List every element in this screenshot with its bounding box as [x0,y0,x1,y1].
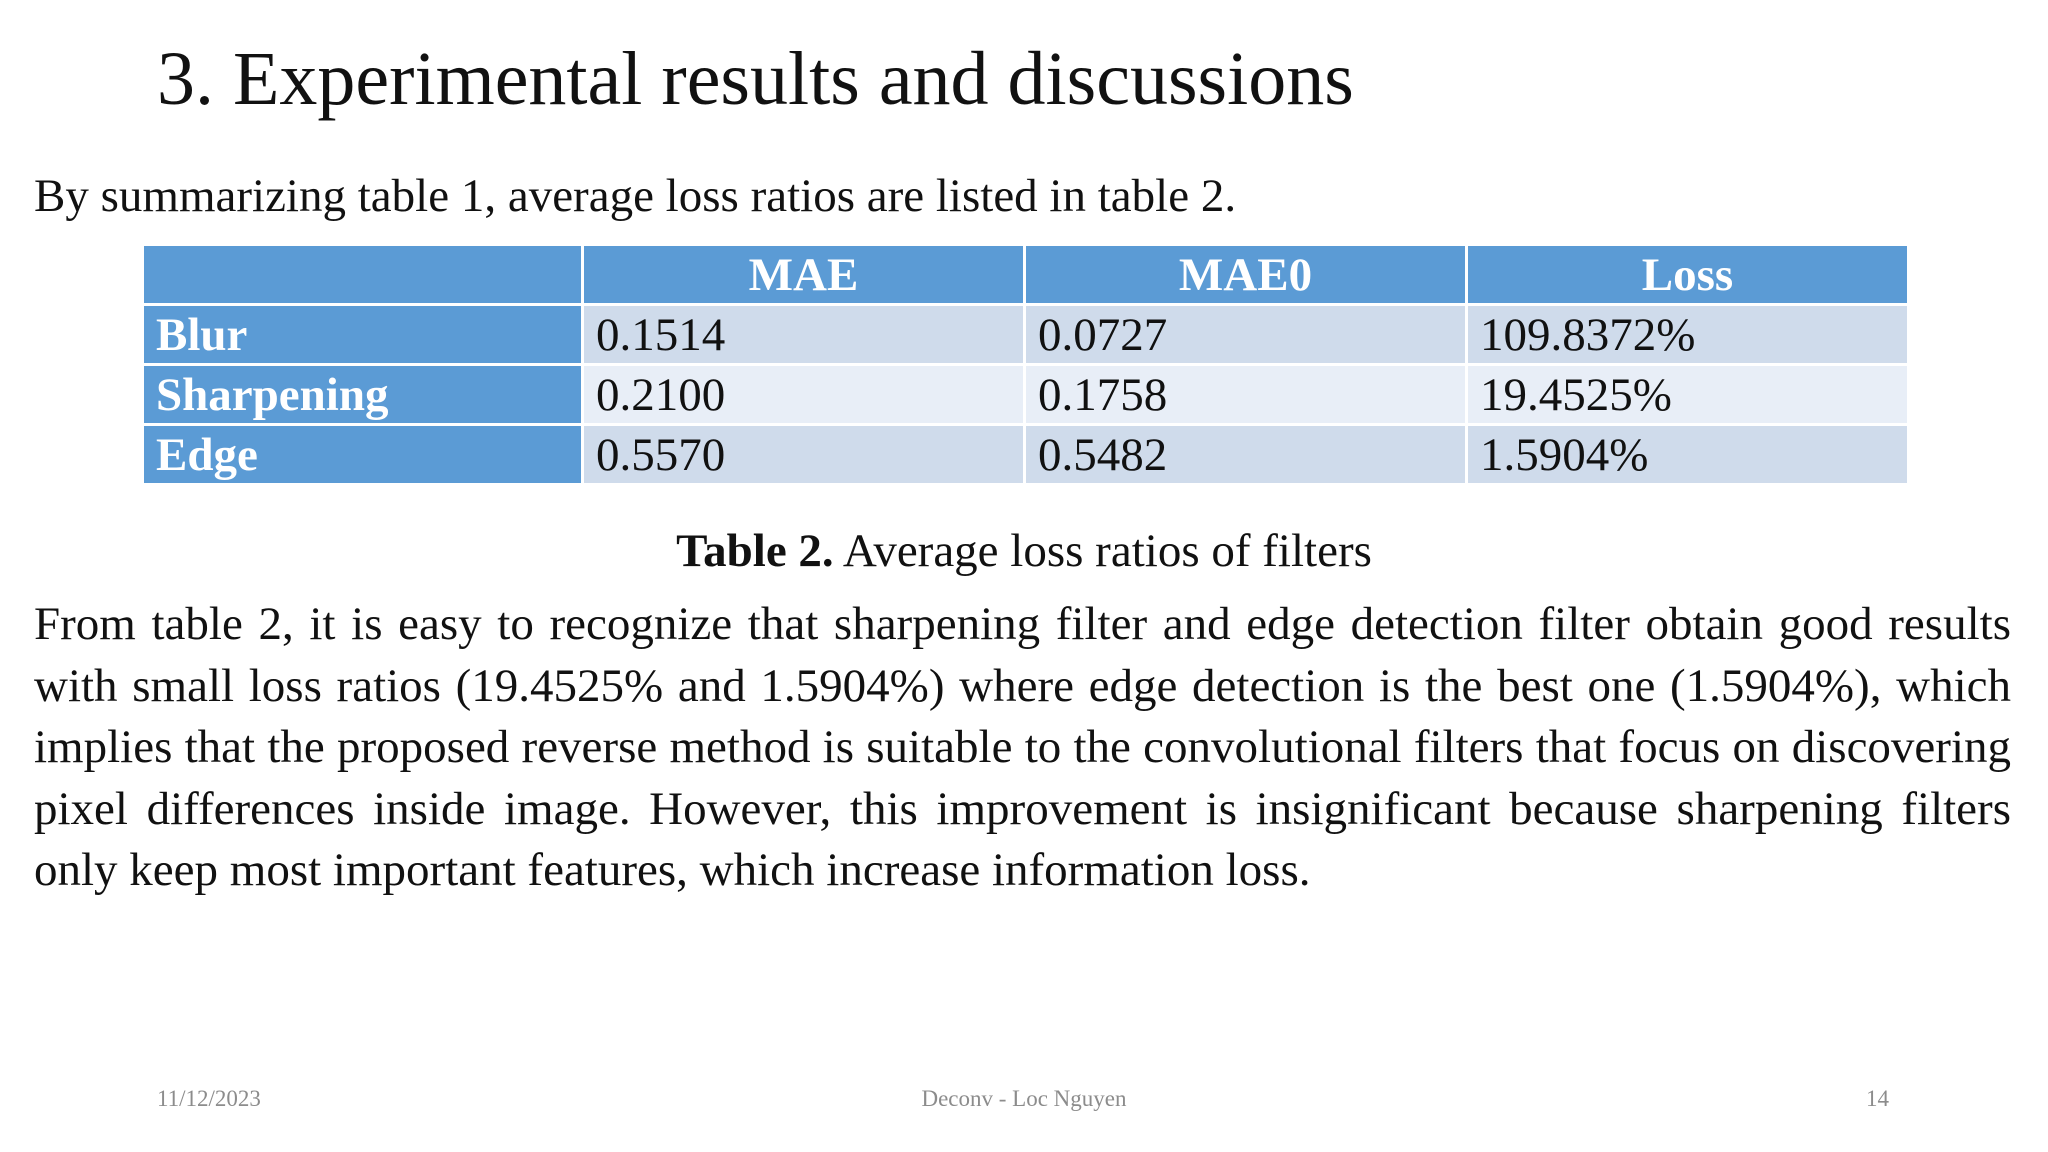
header-row: MAE MAE0 Loss [141,243,1910,306]
column-header: MAE [581,243,1026,306]
row-header: Sharpening [141,363,584,426]
table-row: Edge 0.5570 0.5482 1.5904% [141,423,1910,486]
discussion-paragraph: From table 2, it is easy to recognize th… [34,598,2011,896]
row-header: Blur [141,303,584,366]
footer-page: 14 [1866,1086,1889,1111]
table-row: Sharpening 0.2100 0.1758 19.4525% [141,363,1910,426]
results-table: MAE MAE0 Loss Blur 0.1514 0.0727 109.8372% Sha… [141,243,1910,486]
table-cell: 0.5570 [581,423,1026,486]
table-cell: 19.4525% [1465,363,1910,426]
intro-text: By summarizing table 1, average loss rat… [34,170,1237,222]
table-row: Blur 0.1514 0.0727 109.8372% [141,303,1910,366]
slide-title: 3. Experimental results and discussions [157,37,1354,121]
caption-text: Average loss ratios of filters [842,525,1372,577]
table-cell: 109.8372% [1465,303,1910,366]
table-cell: 0.0727 [1023,303,1468,366]
table-cell: 0.5482 [1023,423,1468,486]
row-header: Edge [141,423,584,486]
table-cell: 1.5904% [1465,423,1910,486]
column-header: Loss [1465,243,1910,306]
table-cell: 0.2100 [581,363,1026,426]
table-cell: 0.1758 [1023,363,1468,426]
corner-cell [141,243,584,306]
footer-date: 11/12/2023 [157,1086,261,1111]
footer-center: Deconv - Loc Nguyen [921,1086,1127,1111]
column-header: MAE0 [1023,243,1468,306]
table-cell: 0.1514 [581,303,1026,366]
table-caption: Table 2. Average loss ratios of filters [0,521,2048,581]
caption-label: Table 2. [676,525,834,577]
